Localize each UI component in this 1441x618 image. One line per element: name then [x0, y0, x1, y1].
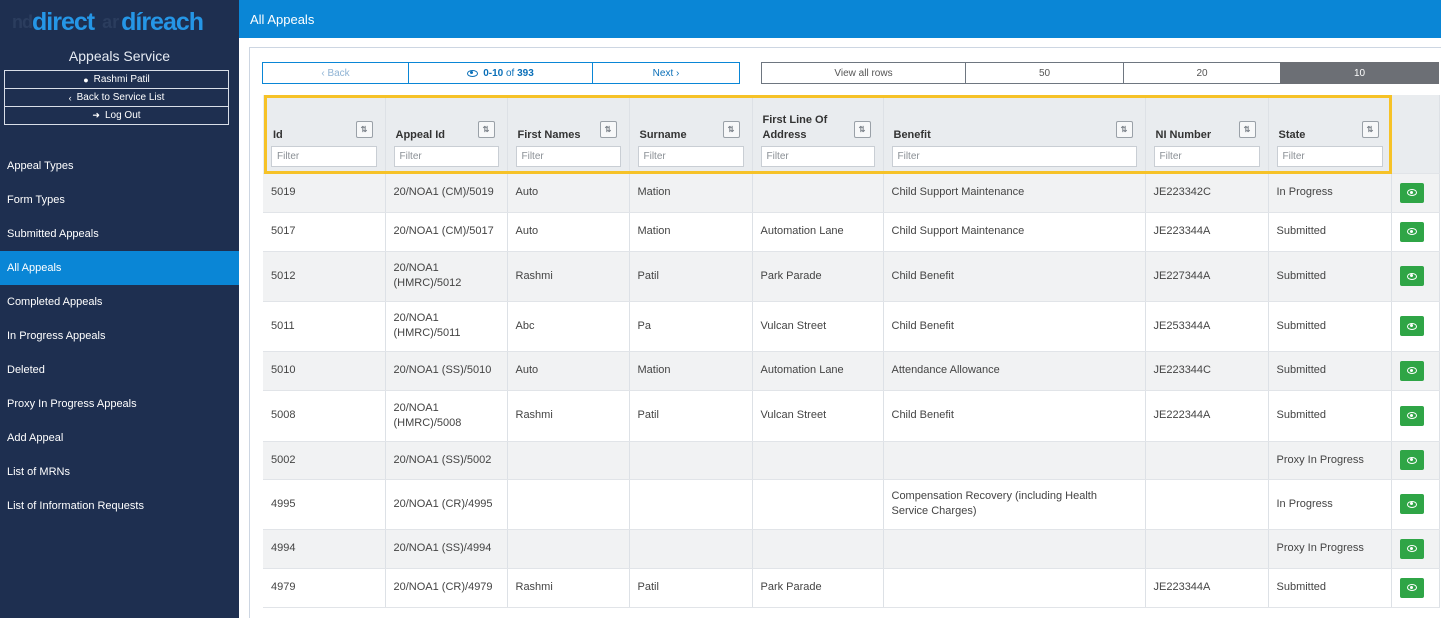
view-button[interactable] [1399, 577, 1424, 598]
nav-list-of-mrns[interactable]: List of MRNs [7, 466, 70, 478]
filter-surname-input[interactable] [637, 145, 744, 167]
nav-form-types[interactable]: Form Types [7, 194, 65, 206]
rows-10-button[interactable]: 10 [1280, 62, 1439, 84]
filter-ni-number-input[interactable] [1153, 145, 1260, 167]
table-row: 5011 20/NOA1 (HMRC)/5011 Abc Pa Vulcan Stree… [263, 301, 1440, 352]
column-header-ni-number: NI Number ⇅ [1145, 95, 1269, 174]
column-header-benefit: Benefit ⇅ [883, 95, 1146, 174]
eye-icon [1406, 412, 1417, 419]
sort-icon[interactable]: ⇅ [599, 120, 617, 138]
chevron-right-icon: › [673, 67, 680, 79]
view-button[interactable] [1399, 450, 1424, 470]
pagination: ‹ Back 0-10 of 393 Next › [262, 62, 740, 84]
filter-benefit-input[interactable] [891, 145, 1137, 167]
page-title: All Appeals [250, 11, 315, 27]
table-row: 5017 20/NOA1 (CM)/5017 Auto Mation Automatio… [263, 212, 1440, 252]
eye-icon [1406, 322, 1417, 330]
table-header-row: Id⇅ Appeal Id⇅ First Names⇅ Surname⇅ Fir… [263, 95, 1440, 174]
next-button[interactable]: Next › [592, 62, 740, 84]
view-button[interactable] [1399, 316, 1424, 336]
column-header-state: State ⇅ [1268, 95, 1392, 174]
eye-icon [1406, 228, 1417, 235]
table-row: 5012 20/NOA1 (HMRC)/5012 Rashmi Patil Park P… [263, 251, 1440, 302]
rows-20-button[interactable]: 20 [1123, 62, 1281, 84]
eye-icon [1406, 367, 1417, 374]
eye-icon [467, 69, 479, 77]
sort-icon[interactable]: ⇅ [722, 120, 740, 138]
nav-appeal-types[interactable]: Appeal Types [7, 160, 74, 172]
nav-proxy-in-progress-appeals[interactable]: Proxy In Progress Appeals [7, 398, 137, 410]
column-header-id: Id ⇅ [263, 95, 386, 174]
filter-appeal-id-input[interactable] [393, 145, 499, 167]
column-header-appeal-id: Appeal Id ⇅ [385, 95, 508, 174]
rows-view-all-button[interactable]: View all rows [761, 62, 966, 84]
view-button[interactable] [1399, 221, 1424, 242]
view-button[interactable] [1399, 182, 1424, 203]
table-row: 4995 20/NOA1 (CR)/4995 Compensation Recove… [263, 479, 1440, 530]
column-header-actions [1391, 95, 1440, 174]
eye-icon [1406, 456, 1417, 464]
logo: nd direct ar díreach [12, 7, 204, 36]
chevron-left-icon: ‹ [68, 92, 72, 103]
filter-address-input[interactable] [760, 145, 875, 167]
chevron-left-icon: ‹ [321, 67, 328, 79]
sort-icon[interactable]: ⇅ [477, 120, 495, 138]
service-title: Appeals Service [68, 48, 171, 64]
sort-icon[interactable]: ⇅ [1115, 120, 1133, 138]
table-row: 5008 20/NOA1 (HMRC)/5008 Rashmi Patil Vulcan… [263, 390, 1440, 442]
table-row: 4994 20/NOA1 (SS)/4994 Proxy In Progress [263, 529, 1440, 569]
view-button[interactable] [1399, 360, 1424, 381]
view-button[interactable] [1399, 266, 1424, 286]
nav-add-appeal[interactable]: Add Appeal [7, 432, 64, 444]
back-to-service-list-button[interactable]: ‹ Back to Service List [4, 88, 229, 107]
eye-icon [1406, 545, 1417, 552]
filter-first-names-input[interactable] [515, 145, 621, 167]
column-header-first-line-of-address: First Line Of Address ⇅ [752, 95, 884, 174]
sort-icon[interactable]: ⇅ [1361, 120, 1379, 138]
view-button[interactable] [1399, 405, 1424, 426]
filter-id-input[interactable] [271, 145, 377, 167]
page-header: All Appeals [239, 0, 1441, 38]
eye-icon [1406, 272, 1417, 280]
logout-icon: ➜ [92, 110, 100, 120]
eye-icon [1406, 500, 1417, 508]
nav-list-of-information-requests[interactable]: List of Information Requests [7, 500, 144, 512]
nav-deleted[interactable]: Deleted [7, 364, 45, 376]
user-name-button[interactable]: ● Rashmi Patil [4, 70, 229, 89]
table-row: 4979 20/NOA1 (CR)/4979 Rashmi Patil Park Par… [263, 568, 1440, 608]
sort-icon[interactable]: ⇅ [355, 120, 373, 138]
nav-completed-appeals[interactable]: Completed Appeals [7, 296, 103, 308]
eye-icon [1406, 189, 1417, 196]
sort-icon[interactable]: ⇅ [853, 120, 871, 138]
filter-state-input[interactable] [1276, 145, 1383, 167]
sort-icon[interactable]: ⇅ [1238, 120, 1256, 138]
view-button[interactable] [1399, 538, 1424, 559]
appeals-table: Id⇅ Appeal Id⇅ First Names⇅ Surname⇅ Fir… [263, 95, 1440, 608]
page-count: 0-10 of 393 [408, 62, 593, 84]
rows-per-page: View all rows 50 20 10 [761, 62, 1439, 84]
sidebar: nd direct ar díreach Appeals Service ● Rashm… [0, 0, 239, 618]
rows-50-button[interactable]: 50 [965, 62, 1124, 84]
nav-all-appeals[interactable]: All Appeals [0, 251, 239, 285]
column-header-first-names: First Names ⇅ [507, 95, 630, 174]
eye-icon [1406, 584, 1417, 591]
table-row: 5002 20/NOA1 (SS)/5002 Proxy In Progress [263, 441, 1440, 480]
table-row: 5010 20/NOA1 (SS)/5010 Auto Mation Automatio… [263, 351, 1440, 391]
user-icon: ● [83, 74, 89, 85]
back-button[interactable]: ‹ Back [262, 62, 409, 84]
sidebar-nav: Appeal Types Form Types Submitted Appeal… [0, 149, 239, 523]
view-button[interactable] [1399, 494, 1424, 514]
nav-submitted-appeals[interactable]: Submitted Appeals [7, 228, 99, 240]
log-out-button[interactable]: ➜ Log Out [4, 106, 229, 125]
table-row: 5019 20/NOA1 (CM)/5019 Auto Mation Child Sup… [263, 173, 1440, 213]
nav-in-progress-appeals[interactable]: In Progress Appeals [7, 330, 106, 342]
column-header-surname: Surname ⇅ [629, 95, 753, 174]
user-box: ● Rashmi Patil ‹ Back to Service List ➜ Log… [4, 70, 229, 125]
